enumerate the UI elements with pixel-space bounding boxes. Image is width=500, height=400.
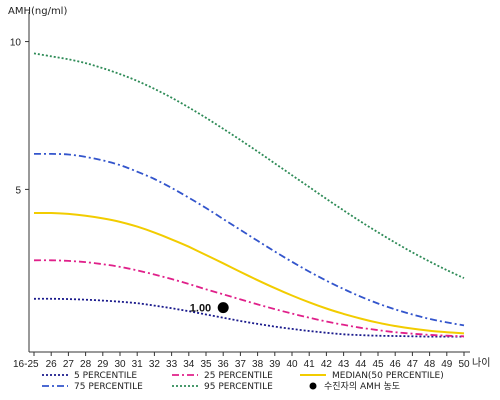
x-tick-label: 46: [390, 359, 402, 370]
y-ticks: 5 10: [10, 38, 29, 196]
x-tick-label: 27: [63, 359, 75, 370]
x-tick-label: 36: [218, 359, 230, 370]
x-tick-label: 44: [355, 359, 367, 370]
x-tick-label: 29: [97, 359, 109, 370]
x-tick-label: 47: [407, 359, 419, 370]
x-tick-label: 32: [149, 359, 161, 370]
legend-label-1: 5 PERCENTILE: [74, 371, 137, 381]
x-tick-label: 26: [46, 359, 58, 370]
series-line-4: [33, 152, 465, 327]
patient-marker-label: 1.00: [190, 303, 211, 315]
legend-marker-swatch: [309, 382, 317, 390]
x-tick-label: 31: [132, 359, 144, 370]
x-tick-label: 28: [80, 359, 92, 370]
x-ticks: 16-25 26 27 28 29 30 31 32 33 34 35 36 37 38 39 40 41 42 4…: [13, 352, 470, 370]
patient-marker-point: [217, 302, 229, 314]
y-axis-title: AMH(ng/ml): [8, 6, 67, 17]
series-line-1: [33, 297, 464, 338]
patient-marker: 1.00: [190, 302, 229, 315]
x-tick-label: 37: [235, 359, 247, 370]
x-tick-label: 50: [458, 359, 470, 370]
y-tick-label: 5: [15, 185, 21, 196]
x-tick-label: 42: [321, 359, 333, 370]
series-lines: [33, 52, 465, 338]
x-tick-label: 30: [114, 359, 126, 370]
x-tick-label: 49: [441, 359, 453, 370]
legend-label-2: 25 PERCENTILE: [204, 371, 273, 381]
x-tick-label: 35: [200, 359, 212, 370]
x-tick-label: 48: [424, 359, 436, 370]
legend-label-3: MEDIAN(50 PERCENTILE): [332, 371, 444, 381]
series-line-3: [33, 211, 465, 335]
legend-marker-label: 수진자의 AMH 농도: [324, 381, 400, 392]
x-tick-label: 16-25: [13, 359, 39, 370]
x-tick-label: 41: [304, 359, 316, 370]
x-tick-label: 40: [286, 359, 298, 370]
y-tick-label: 10: [10, 38, 22, 49]
legend-label-4: 75 PERCENTILE: [74, 382, 143, 392]
series-line-5: [33, 52, 465, 279]
legend-label-5: 95 PERCENTILE: [204, 382, 273, 392]
x-tick-label: 43: [338, 359, 350, 370]
x-axis-title: 나이: [472, 357, 490, 369]
x-tick-label: 34: [183, 359, 195, 370]
x-tick-label: 45: [372, 359, 384, 370]
x-tick-label: 33: [166, 359, 178, 370]
x-tick-label: 39: [269, 359, 281, 370]
series-line-2: [33, 259, 465, 338]
x-tick-label: 38: [252, 359, 264, 370]
